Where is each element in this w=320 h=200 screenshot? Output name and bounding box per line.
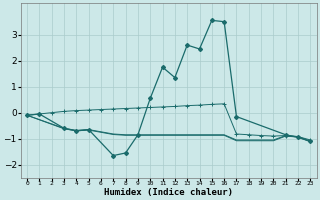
X-axis label: Humidex (Indice chaleur): Humidex (Indice chaleur) [104,188,233,197]
